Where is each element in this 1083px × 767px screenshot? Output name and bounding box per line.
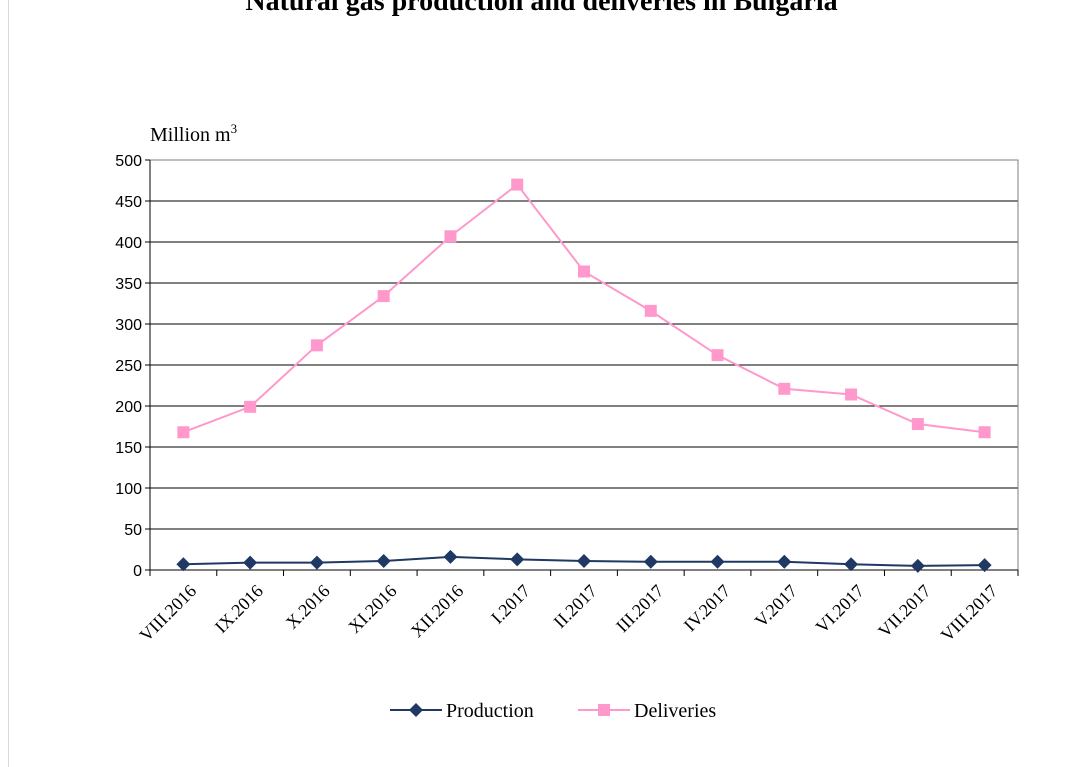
x-tick-label: VIII.2016 <box>136 581 201 646</box>
series-production <box>176 549 992 573</box>
data-point-diamond <box>176 557 191 572</box>
y-tick-label: 350 <box>115 276 142 293</box>
y-axis-unit-label: Million m3 <box>150 121 237 146</box>
page-title: Natural gas production and deliveries in… <box>245 0 838 17</box>
y-tick-label: 400 <box>115 235 142 252</box>
x-tick-label: X.2016 <box>282 581 334 633</box>
data-point-square <box>244 400 257 413</box>
series-layer <box>176 178 992 573</box>
data-point-diamond <box>243 555 258 570</box>
legend-item-deliveries: Deliveries <box>578 700 716 722</box>
data-point-square <box>444 230 457 243</box>
data-point-square <box>578 265 590 278</box>
data-point-diamond <box>844 557 859 572</box>
data-point-diamond <box>643 554 658 569</box>
y-tick-label: 300 <box>115 317 142 334</box>
data-point-diamond <box>443 549 458 564</box>
data-point-square <box>177 426 190 439</box>
data-point-square <box>845 388 858 401</box>
y-tick-label: 0 <box>133 563 142 580</box>
x-tick-label: II.2017 <box>550 581 601 632</box>
y-tick-label: 500 <box>115 153 142 170</box>
data-point-square <box>911 418 924 431</box>
x-tick-label: III.2017 <box>612 581 667 636</box>
data-point-diamond <box>376 553 391 568</box>
y-tick-label: 450 <box>115 194 142 211</box>
x-tick-label: XI.2016 <box>344 581 400 637</box>
data-point-diamond <box>777 554 792 569</box>
x-tick-label: IX.2016 <box>211 581 267 637</box>
legend-label: Production <box>446 700 534 722</box>
x-tick-label: V.2017 <box>751 581 801 631</box>
data-point-diamond <box>910 558 925 573</box>
legend-item-production: Production <box>390 700 534 722</box>
data-point-square <box>377 290 390 303</box>
y-tick-label: 50 <box>124 522 142 539</box>
x-tick-label: IV.2017 <box>680 581 735 636</box>
data-point-square <box>511 178 524 191</box>
y-tick-label: 200 <box>115 399 142 416</box>
series-line <box>183 183 985 434</box>
data-point-diamond <box>309 555 324 570</box>
gridlines <box>150 159 1018 530</box>
y-tick-label: 250 <box>115 358 142 375</box>
page-left-rule <box>8 0 9 767</box>
data-point-diamond <box>577 553 591 568</box>
data-point-square <box>778 382 791 395</box>
legend-label: Deliveries <box>634 700 716 722</box>
y-tick-label: 150 <box>115 440 142 457</box>
data-point-diamond <box>409 703 423 717</box>
data-point-square <box>711 349 724 362</box>
x-tick-label: VI.2017 <box>812 581 868 637</box>
data-point-diamond <box>710 554 725 569</box>
data-point-square <box>310 339 323 352</box>
data-point-square <box>644 304 657 317</box>
legend: Production Deliveries <box>390 700 716 722</box>
y-tick-label: 100 <box>115 481 142 498</box>
data-point-square <box>598 704 610 716</box>
series-deliveries <box>177 178 991 439</box>
x-tick-label: VII.2017 <box>874 581 934 641</box>
x-tick-label: I.2017 <box>487 581 534 628</box>
x-tick-label: VIII.2017 <box>937 581 1002 646</box>
data-point-diamond <box>977 558 992 573</box>
data-point-square <box>978 426 991 439</box>
x-tick-label: XII.2016 <box>407 581 467 641</box>
data-point-diamond <box>510 552 525 567</box>
